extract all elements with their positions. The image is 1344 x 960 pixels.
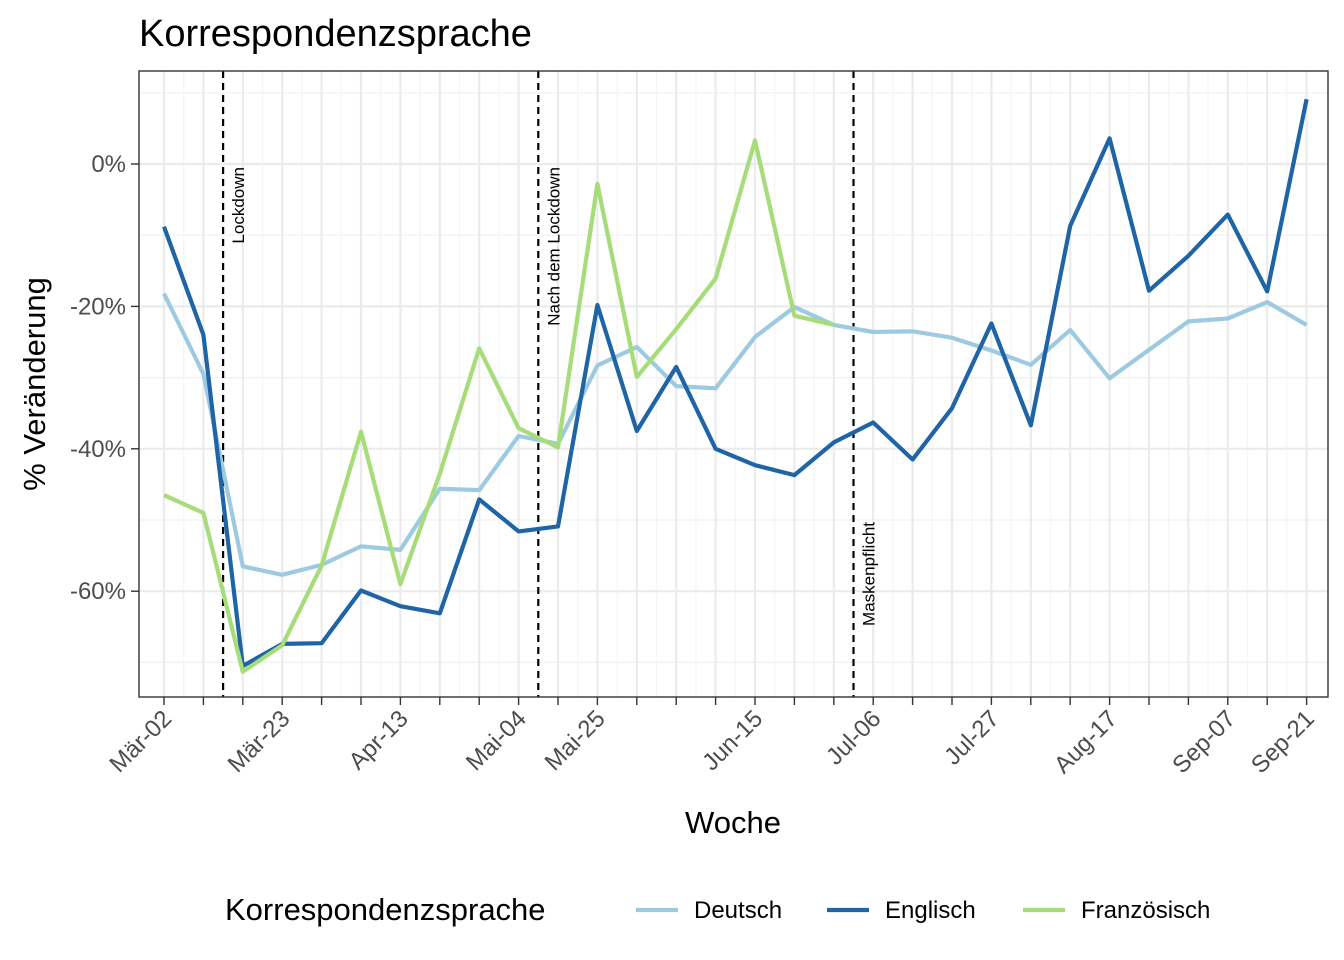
x-tick-label: Mär-23: [223, 705, 296, 778]
y-tick-label: -20%: [70, 293, 126, 320]
series-line-englisch: [162, 98, 1309, 669]
legend-label: Französisch: [1081, 897, 1210, 924]
legend-label: Deutsch: [694, 897, 782, 924]
x-tick-label: Aug-17: [1049, 705, 1123, 779]
y-axis-title: % Veränderung: [17, 277, 52, 491]
x-tick-label: Jul-27: [939, 705, 1004, 770]
x-tick-label: Mär-02: [104, 705, 177, 778]
x-tick-label: Sep-07: [1167, 705, 1241, 779]
x-tick-label: Apr-13: [344, 705, 414, 775]
x-tick-label: Jul-06: [821, 705, 886, 770]
chart-title: Korrespondenzsprache: [139, 13, 532, 55]
event-label: Maskenpflicht: [860, 522, 879, 626]
x-tick-label: Jun-15: [697, 705, 768, 776]
series-lines: [162, 98, 1309, 674]
x-axis: Mär-02 Mär-23 Apr-13 Mai-04 Mai-25 Jun-15 Jul-…: [104, 697, 1320, 779]
event-label: Lockdown: [229, 167, 248, 244]
y-tick-label: 0%: [91, 151, 126, 178]
legend: Korrespondenzsprache Deutsch Englisch Fran…: [225, 892, 1210, 927]
x-tick-label: Mai-25: [540, 705, 611, 776]
series-line-französisch: [163, 138, 835, 674]
legend-label: Englisch: [885, 897, 976, 924]
legend-title: Korrespondenzsprache: [225, 892, 546, 927]
y-tick-label: -40%: [70, 436, 126, 463]
series-line-deutsch: [162, 292, 1308, 577]
plot-border: [138, 70, 1329, 698]
x-tick-label: Mai-04: [461, 705, 532, 776]
x-axis-title: Woche: [685, 805, 781, 840]
event-label: Nach dem Lockdown: [544, 167, 563, 326]
x-tick-label: Sep-21: [1246, 705, 1320, 779]
y-tick-label: -60%: [70, 578, 126, 605]
y-axis: 0% -20% -40% -60%: [70, 151, 139, 605]
